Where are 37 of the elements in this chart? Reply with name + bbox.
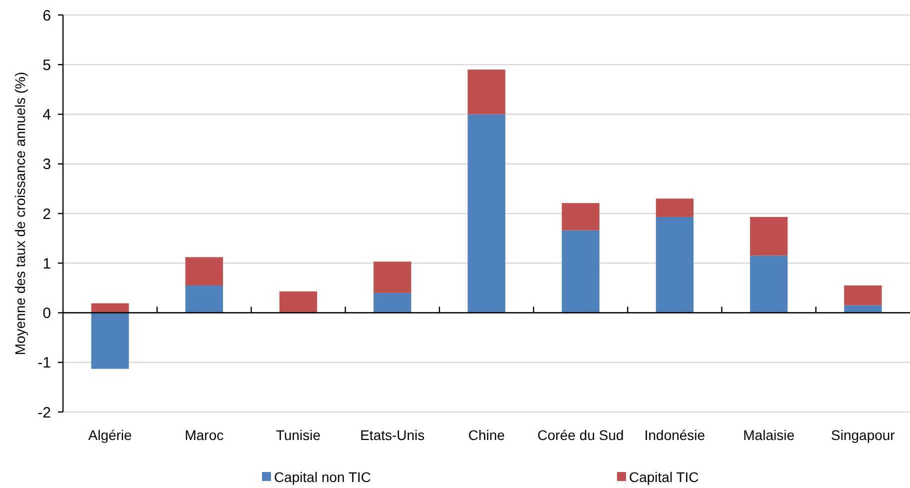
x-tick-label: Tunisie [276, 426, 321, 443]
bar [562, 203, 600, 230]
y-tick-label: 1 [42, 255, 51, 272]
bar [750, 216, 788, 256]
bar [468, 114, 506, 313]
bar [750, 256, 788, 313]
bar [468, 70, 506, 114]
legend-label: Capital TIC [629, 468, 699, 485]
bar [185, 285, 223, 313]
bar [91, 303, 129, 313]
x-tick-label: Etats-Unis [360, 426, 425, 443]
y-tick-label: 2 [42, 206, 51, 223]
x-tick-label: Singapour [831, 426, 896, 443]
x-tick-label: Malaisie [743, 426, 795, 443]
x-tick-label: Corée du Sud [537, 426, 624, 443]
legend-label: Capital non TIC [274, 468, 372, 485]
bar [91, 312, 129, 369]
bar [656, 216, 694, 313]
bar [656, 198, 694, 217]
y-tick-label: 0 [42, 305, 51, 322]
x-tick-label: Chine [468, 426, 505, 443]
y-tick-label: 6 [42, 7, 51, 24]
y-tick-label: 3 [42, 156, 51, 174]
bar [374, 292, 412, 313]
y-tick-label: 4 [42, 106, 51, 124]
y-axis-title: Moyenne des taux de croissance annuels (%) [12, 72, 28, 356]
y-tick-label: -2 [38, 404, 51, 422]
x-tick-label: Algérie [88, 426, 132, 443]
x-tick-label: Indonésie [644, 426, 706, 443]
bar [844, 285, 882, 306]
bar [562, 230, 600, 313]
x-tick-label: Maroc [184, 426, 224, 443]
y-tick-label: -1 [38, 354, 51, 372]
bar [185, 257, 223, 286]
bar [374, 262, 412, 293]
bar [279, 291, 318, 313]
y-tick-label: 5 [42, 56, 51, 74]
